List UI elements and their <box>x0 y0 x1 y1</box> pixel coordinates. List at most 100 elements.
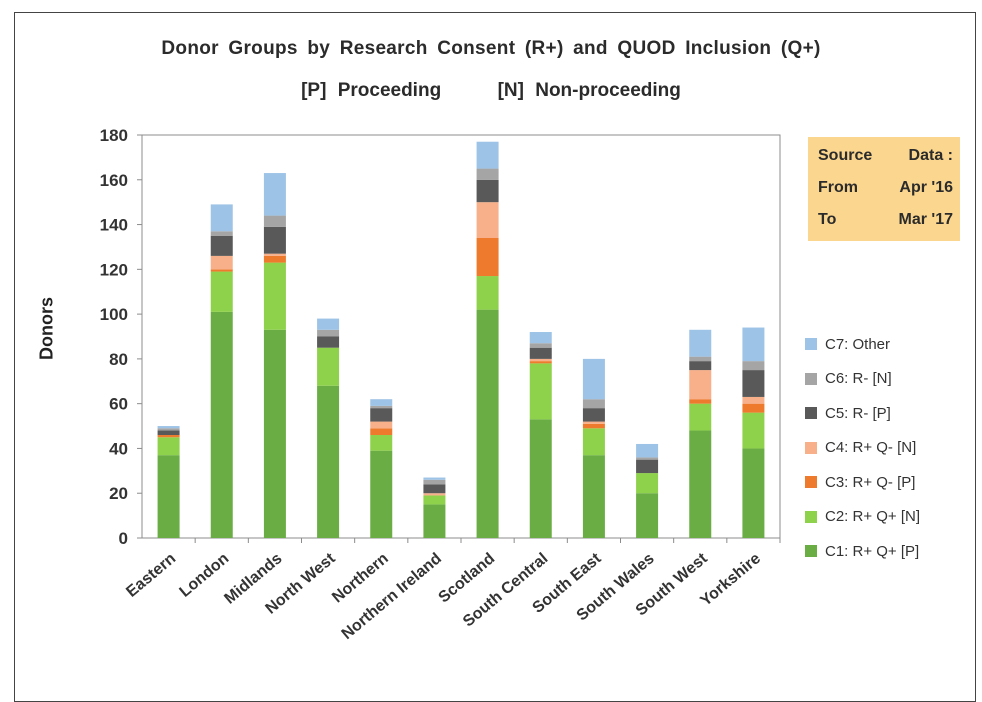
bar-segment <box>263 173 286 216</box>
bar-segment <box>529 358 552 362</box>
bar-segment <box>317 336 340 348</box>
bar-segment <box>423 504 446 538</box>
bar-segment <box>263 215 286 227</box>
bar-segment <box>370 421 393 429</box>
from-label: From <box>818 179 858 196</box>
bar-segment <box>157 428 180 431</box>
y-tick-label: 80 <box>109 350 128 369</box>
bar-segment <box>476 276 499 310</box>
x-tick-label: Eastern <box>123 550 179 601</box>
bar-segment <box>582 421 605 424</box>
legend-swatch <box>805 476 817 488</box>
bar-segment <box>529 363 552 420</box>
y-tick-label: 120 <box>100 260 128 279</box>
bar-segment <box>636 457 659 460</box>
from-value: Apr '16 <box>899 179 953 196</box>
to-label: To <box>818 211 837 228</box>
y-tick-label: 20 <box>109 484 128 503</box>
bar-segment <box>582 408 605 422</box>
chart-title: Donor Groups by Research Consent (R+) an… <box>161 38 821 59</box>
bar-segment <box>636 493 659 538</box>
bar-segment <box>476 309 499 538</box>
y-tick-label: 160 <box>100 171 128 190</box>
bar-segment <box>263 329 286 538</box>
legend-swatch <box>805 441 817 454</box>
legend-label: C2: R+ Q+ [N] <box>825 508 921 525</box>
bar-segment <box>157 426 180 429</box>
bar-segment <box>476 237 499 277</box>
source-value: Data : <box>908 147 953 164</box>
legend-label: C4: R+ Q- [N] <box>825 439 917 456</box>
bar-segment <box>689 403 712 431</box>
bar-segment <box>210 255 233 270</box>
bar-segment <box>423 495 446 505</box>
bar-segment <box>529 332 552 344</box>
legend-item: C7: Other <box>805 334 890 354</box>
x-tick-label: Yorkshire <box>697 550 764 610</box>
bar-segment <box>529 419 552 538</box>
bar-segment <box>582 399 605 409</box>
bar-segment <box>210 235 233 256</box>
bar-segment <box>636 473 659 494</box>
bar-segment <box>529 343 552 348</box>
bar-segment <box>582 428 605 456</box>
bar-segment <box>689 356 712 362</box>
legend-item: C2: R+ Q+ [N] <box>805 507 920 527</box>
bar-segment <box>636 459 659 474</box>
bar-segment <box>210 311 233 538</box>
bar-segment <box>582 358 605 400</box>
bar-segment <box>263 255 286 263</box>
legend-label: C7: Other <box>825 335 891 353</box>
bar-segment <box>423 477 446 480</box>
legend-label: C6: R- [N] <box>825 370 892 387</box>
legend-item: C6: R- [N] <box>805 369 892 389</box>
bar-segment <box>476 179 499 203</box>
bar-segment <box>370 435 393 451</box>
legend-swatch <box>805 372 817 385</box>
legend-swatch <box>805 407 817 419</box>
bar-segment <box>370 405 393 409</box>
bar-segment <box>689 329 712 357</box>
bar-segment <box>263 253 286 256</box>
bar-segment <box>210 231 233 236</box>
bar-segment <box>636 443 659 458</box>
legend-swatch <box>805 510 817 523</box>
bar-segment <box>210 269 233 272</box>
bar-segment <box>742 412 765 449</box>
source-row-2: From Apr '16 <box>818 179 953 197</box>
bar-segment <box>370 399 393 406</box>
bar-segment <box>582 455 605 538</box>
legend-item: C4: R+ Q- [N] <box>805 438 916 458</box>
legend-item: C3: R+ Q- [P] <box>805 472 915 492</box>
bar-segment <box>317 329 340 337</box>
bar-segment <box>423 479 446 485</box>
plot-area <box>141 134 781 539</box>
bar-segment <box>157 455 180 538</box>
legend-item: C1: R+ Q+ [P] <box>805 541 919 561</box>
bar-segment <box>210 271 233 312</box>
to-value: Mar '17 <box>898 211 954 228</box>
bar-segment <box>742 361 765 371</box>
legend-label: C3: R+ Q- [P] <box>825 473 916 491</box>
source-label: Source <box>818 147 873 164</box>
bar-segment <box>742 448 765 538</box>
legend-swatch <box>805 545 817 557</box>
bar-segment <box>742 370 765 397</box>
y-tick-label: 0 <box>119 529 128 548</box>
bar-segment <box>476 202 499 238</box>
source-row-3: To Mar '17 <box>818 211 953 229</box>
legend-label: C1: R+ Q+ [P] <box>825 542 920 560</box>
bar-segment <box>742 403 765 413</box>
legend-item: C5: R- [P] <box>805 403 891 423</box>
stacked-bar-chart: 020406080100120140160180EasternLondonMid… <box>100 126 781 643</box>
bar-segment <box>370 450 393 538</box>
bar-segment <box>742 327 765 362</box>
bar-segment <box>157 430 180 436</box>
y-tick-label: 40 <box>109 439 128 458</box>
bar-segment <box>689 361 712 371</box>
source-data-box: Source Data : From Apr '16 To Mar '17 <box>808 137 960 241</box>
chart-subtitle-text: [P] Proceeding [N] Non-proceeding <box>301 80 681 101</box>
source-row-1: Source Data : <box>818 147 953 165</box>
bar-segment <box>317 318 340 330</box>
bar-segment <box>476 141 499 169</box>
